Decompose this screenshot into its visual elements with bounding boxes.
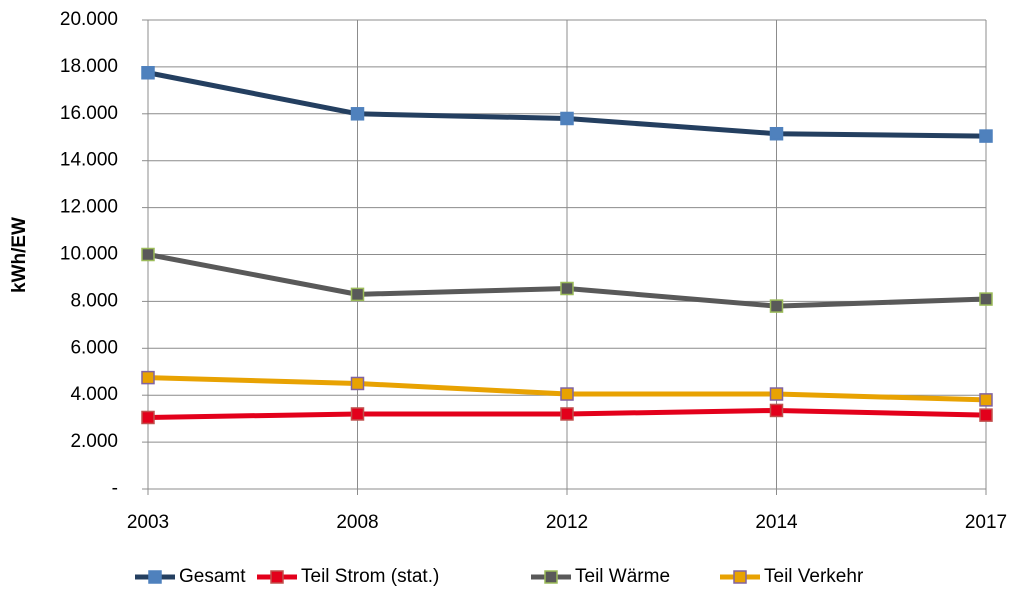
data-point: [769, 387, 784, 401]
data-point: [560, 407, 574, 421]
data-point: [350, 407, 365, 421]
legend-marker: [733, 570, 747, 584]
data-point: [979, 129, 993, 143]
data-point: [560, 111, 574, 126]
x-tick-label: 2014: [755, 512, 798, 533]
legend-marker: [148, 570, 162, 584]
y-tick-label: 14.000: [60, 150, 118, 171]
y-tick-label: 16.000: [60, 103, 118, 124]
legend-marker: [270, 570, 284, 584]
data-point: [769, 299, 784, 313]
y-tick-label: 20.000: [60, 9, 118, 30]
data-point: [979, 292, 993, 306]
x-tick-label: 2008: [336, 512, 378, 533]
y-tick-label: 6.000: [70, 337, 118, 358]
y-tick-label: 8.000: [70, 290, 118, 311]
data-point: [769, 403, 784, 418]
y-tick-label: 10.000: [60, 244, 118, 265]
legend-marker: [544, 570, 558, 584]
y-tick-label: -: [112, 478, 118, 499]
data-point: [350, 376, 365, 391]
legend-label: Gesamt: [179, 566, 246, 587]
x-tick-label: 2012: [546, 512, 588, 533]
legend-label: Teil Wärme: [575, 566, 670, 587]
data-point: [141, 370, 155, 385]
x-tick-label: 2003: [127, 512, 169, 533]
data-point: [141, 247, 155, 262]
legend-label: Teil Strom (stat.): [301, 566, 439, 587]
data-point: [560, 281, 574, 296]
data-point: [769, 126, 784, 141]
data-point: [141, 66, 155, 80]
data-point: [350, 287, 365, 302]
x-tick-label: 2017: [965, 512, 1007, 533]
legend-label: Teil Verkehr: [764, 566, 864, 587]
y-tick-label: 2.000: [70, 431, 118, 452]
data-point: [350, 107, 365, 121]
y-tick-label: 18.000: [60, 56, 118, 77]
y-tick-label: 4.000: [70, 384, 118, 405]
data-point: [560, 387, 574, 401]
data-point: [979, 393, 993, 407]
data-point: [979, 408, 993, 422]
y-axis-label: kWh/EW: [9, 217, 30, 293]
data-point: [141, 410, 155, 425]
y-tick-label: 12.000: [60, 197, 118, 218]
